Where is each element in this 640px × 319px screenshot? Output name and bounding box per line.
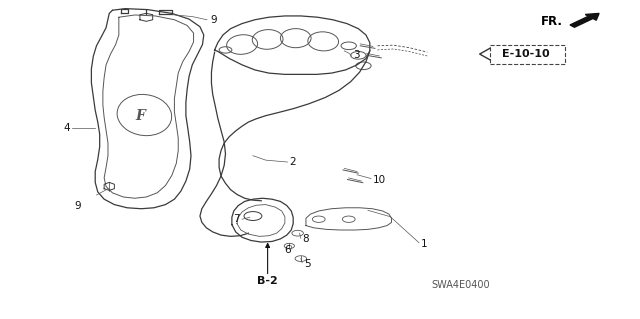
Text: 4: 4 bbox=[63, 123, 70, 133]
FancyBboxPatch shape bbox=[490, 45, 565, 63]
Text: 8: 8 bbox=[302, 234, 308, 244]
Text: 5: 5 bbox=[304, 259, 310, 269]
Text: 6: 6 bbox=[285, 245, 291, 255]
Text: 1: 1 bbox=[421, 239, 428, 249]
FancyArrow shape bbox=[570, 13, 599, 27]
Text: F: F bbox=[135, 109, 145, 123]
Text: 3: 3 bbox=[353, 50, 360, 60]
Text: 9: 9 bbox=[210, 15, 217, 25]
Text: E-10-10: E-10-10 bbox=[502, 49, 550, 59]
Text: 9: 9 bbox=[74, 201, 81, 211]
Text: FR.: FR. bbox=[541, 15, 563, 28]
Text: 2: 2 bbox=[289, 157, 296, 167]
Text: SWA4E0400: SWA4E0400 bbox=[431, 280, 490, 290]
Text: 10: 10 bbox=[372, 175, 385, 185]
Text: B-2: B-2 bbox=[257, 276, 278, 286]
Text: 7: 7 bbox=[234, 214, 240, 224]
